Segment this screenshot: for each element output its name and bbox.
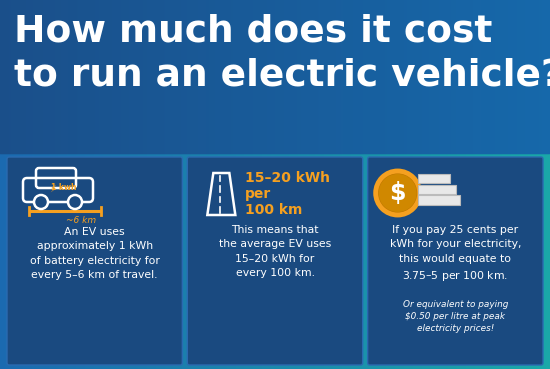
FancyBboxPatch shape (417, 195, 460, 205)
Text: If you pay 25 cents per
kWh for your electricity,
this would equate to
$3.75–$5 : If you pay 25 cents per kWh for your ele… (389, 225, 521, 283)
Text: 15–20 kWh: 15–20 kWh (245, 171, 331, 185)
FancyBboxPatch shape (417, 185, 455, 194)
Text: ~6 km: ~6 km (66, 216, 96, 225)
Text: per: per (245, 187, 272, 201)
Text: 1 kwh: 1 kwh (51, 183, 77, 193)
FancyBboxPatch shape (367, 157, 543, 365)
Circle shape (376, 171, 420, 215)
Text: This means that
the average EV uses
15–20 kWh for
every 100 km.: This means that the average EV uses 15–2… (219, 225, 331, 278)
FancyBboxPatch shape (7, 157, 183, 365)
Text: to run an electric vehicle?: to run an electric vehicle? (14, 58, 550, 94)
Circle shape (68, 195, 82, 209)
Text: $: $ (389, 181, 406, 205)
Text: An EV uses
approximately 1 kWh
of battery electricity for
every 5–6 km of travel: An EV uses approximately 1 kWh of batter… (30, 227, 159, 280)
FancyBboxPatch shape (188, 157, 362, 365)
Circle shape (378, 174, 417, 212)
FancyBboxPatch shape (417, 174, 450, 183)
Text: Or equivalent to paying
$0.50 per litre at peak
electricity prices!: Or equivalent to paying $0.50 per litre … (403, 300, 508, 333)
Text: ⚡: ⚡ (50, 184, 57, 194)
Text: How much does it cost: How much does it cost (14, 14, 492, 50)
Circle shape (34, 195, 48, 209)
Text: 100 km: 100 km (245, 203, 302, 217)
